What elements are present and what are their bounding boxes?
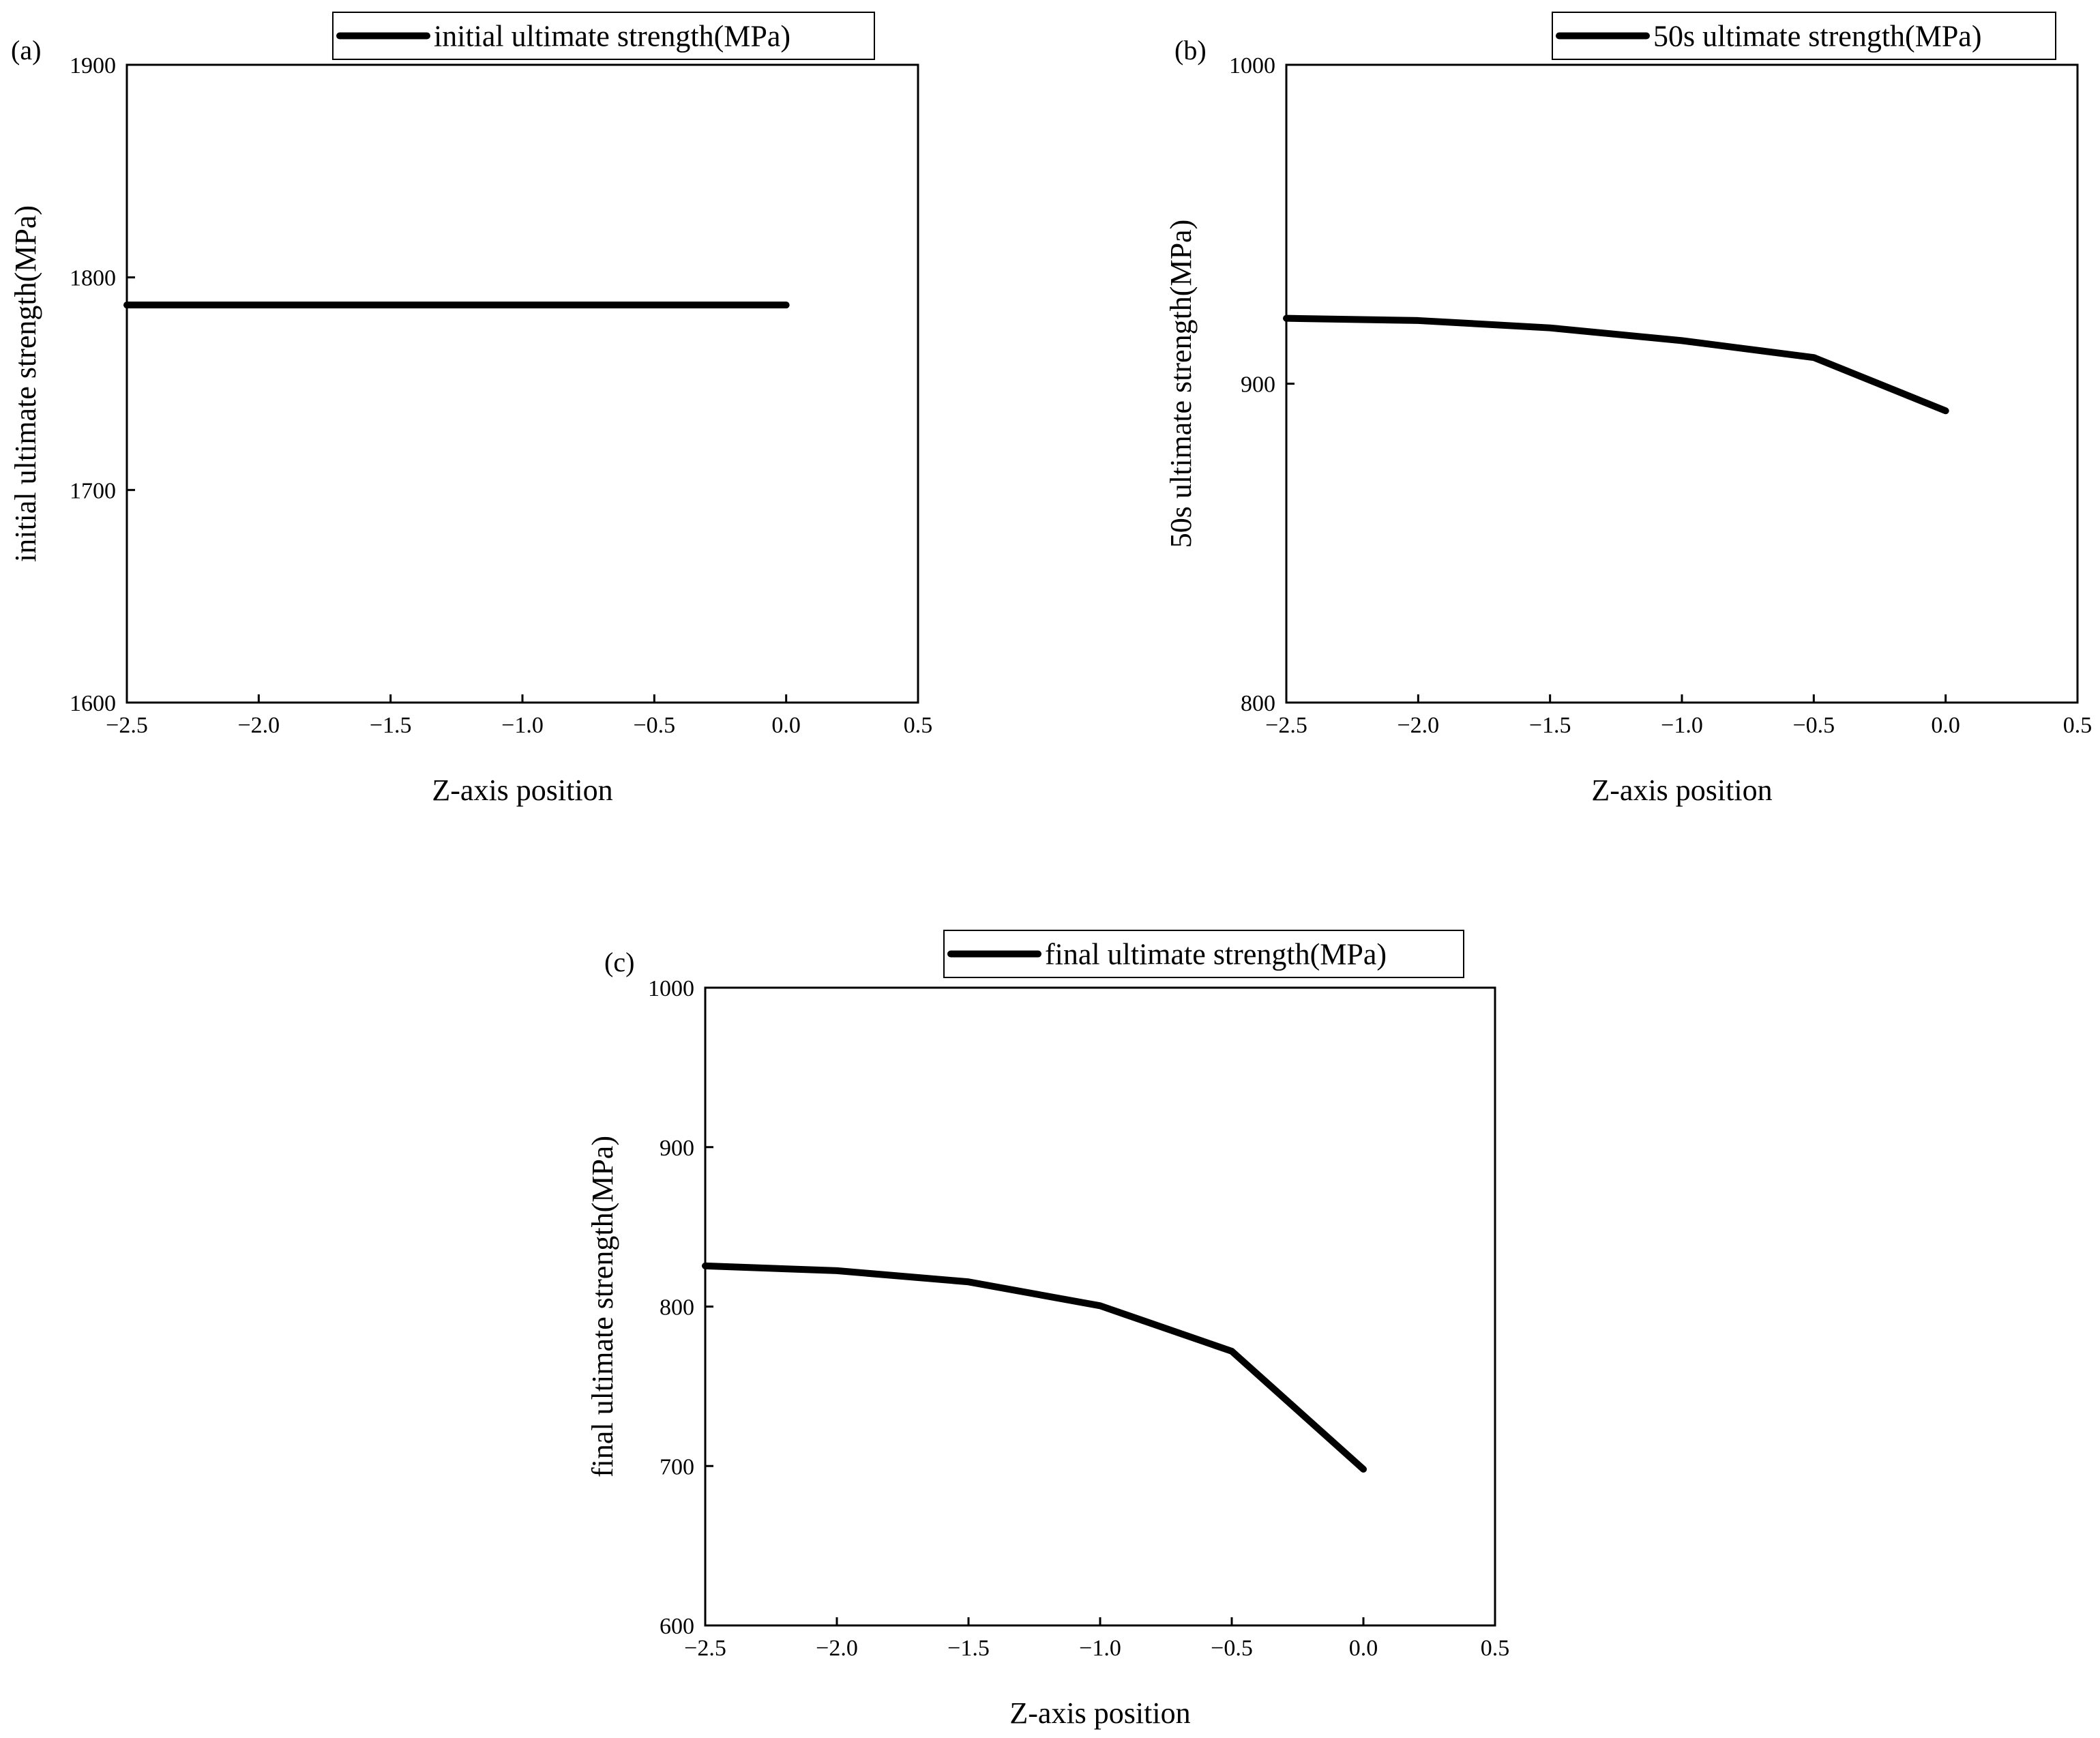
y-tick-label: 1700 xyxy=(70,478,116,503)
panel-label: (c) xyxy=(604,947,634,977)
x-tick-label: −0.5 xyxy=(633,713,675,738)
legend-label: 50s ultimate strength(MPa) xyxy=(1653,20,1982,53)
x-tick-label: 0.5 xyxy=(1481,1636,1510,1661)
y-tick-label: 1900 xyxy=(70,53,116,78)
x-tick-label: 0.5 xyxy=(2063,713,2092,738)
x-tick-label: −2.5 xyxy=(106,713,148,738)
chart-panel-a: −2.5 −2.0 −1.5 −1.0 −0.5 0.0 0.5 1600 1700 1800 19… xyxy=(9,12,932,807)
x-tick-label: −2.5 xyxy=(684,1636,726,1661)
y-tick-label: 1600 xyxy=(70,691,116,716)
panel-label: (b) xyxy=(1174,35,1207,65)
x-axis-title: Z-axis position xyxy=(1009,1696,1190,1730)
legend-box xyxy=(1552,12,2056,60)
x-tick-label: −2.0 xyxy=(816,1636,858,1661)
x-tick-label: −1.0 xyxy=(1079,1636,1121,1661)
x-tick-label: 0.5 xyxy=(904,713,933,738)
x-tick-label: −1.5 xyxy=(1529,713,1571,738)
y-tick-label: 600 xyxy=(660,1614,694,1639)
x-tick-label: 0.0 xyxy=(771,713,801,738)
y-tick-label: 1000 xyxy=(648,976,694,1001)
x-tick-label: −1.5 xyxy=(370,713,412,738)
y-axis-title: final ultimate strength(MPa) xyxy=(586,1136,619,1477)
y-tick-label: 700 xyxy=(660,1454,694,1479)
x-tick-label: −0.5 xyxy=(1792,713,1835,738)
chart-panel-b: −2.5 −2.0 −1.5 −1.0 −0.5 0.0 0.5 800 900 1000 Z-ax… xyxy=(1164,12,2092,807)
x-tick-label: −2.0 xyxy=(1397,713,1439,738)
x-tick-label: −0.5 xyxy=(1211,1636,1253,1661)
y-axis-title: initial ultimate strength(MPa) xyxy=(9,205,42,562)
legend-label: final ultimate strength(MPa) xyxy=(1045,938,1387,971)
y-tick-label: 900 xyxy=(1241,372,1275,398)
x-axis-title: Z-axis position xyxy=(432,774,612,807)
y-axis-title: 50s ultimate strength(MPa) xyxy=(1164,220,1198,548)
y-tick-label: 1800 xyxy=(70,266,116,291)
series-line-b xyxy=(1283,314,1949,415)
series-line-c xyxy=(702,1262,1367,1473)
x-tick-label: 0.0 xyxy=(1931,713,1960,738)
x-tick-label: −1.5 xyxy=(947,1636,990,1661)
x-tick-label: −1.0 xyxy=(1661,713,1703,738)
x-tick-label: −1.0 xyxy=(501,713,544,738)
y-tick-label: 800 xyxy=(1241,691,1275,716)
legend-label: initial ultimate strength(MPa) xyxy=(434,20,790,53)
x-axis-title: Z-axis position xyxy=(1591,774,1772,807)
x-tick-label: 0.0 xyxy=(1349,1636,1378,1661)
chart-panel-c: −2.5 −2.0 −1.5 −1.0 −0.5 0.0 0.5 600 700 800 900 10… xyxy=(586,930,1509,1730)
y-tick-label: 1000 xyxy=(1229,53,1275,78)
plot-frame xyxy=(125,63,919,704)
y-tick-label: 800 xyxy=(660,1295,694,1321)
x-tick-label: −2.5 xyxy=(1265,713,1307,738)
plot-frame xyxy=(1285,63,2079,704)
panel-label: (a) xyxy=(11,35,41,65)
x-tick-label: −2.0 xyxy=(237,713,280,738)
y-tick-label: 900 xyxy=(660,1136,694,1161)
